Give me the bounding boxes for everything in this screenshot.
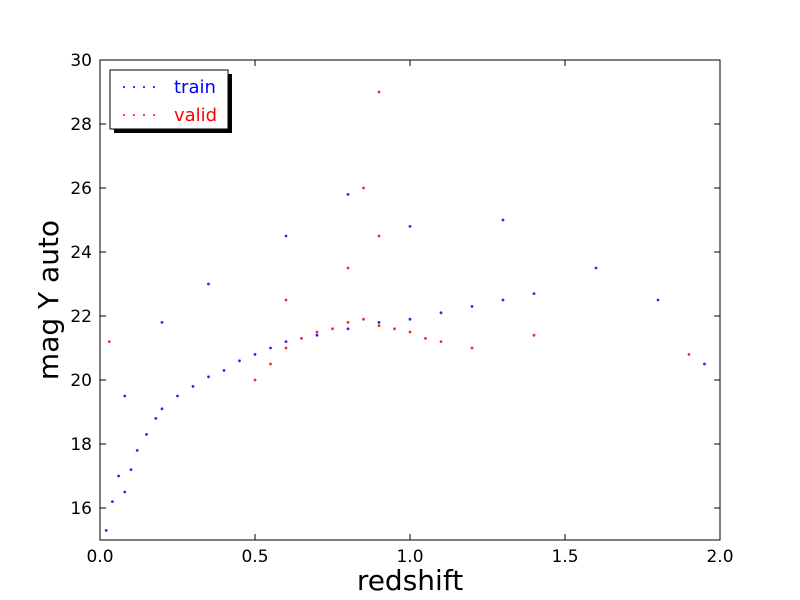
x-tick-label: 0.0 <box>86 547 113 567</box>
point-train-21 <box>439 311 443 315</box>
point-train-9 <box>176 394 179 398</box>
legend-marker-valid <box>123 114 125 116</box>
y-tick-label: 24 <box>70 243 92 263</box>
point-train-6 <box>145 433 148 436</box>
x-tick-label: 2.0 <box>706 547 733 567</box>
point-train-34 <box>703 362 706 366</box>
point-valid-9 <box>393 327 396 331</box>
point-valid-18 <box>377 90 381 94</box>
point-valid-0 <box>253 378 257 382</box>
point-valid-20 <box>532 333 536 337</box>
y-tick-label: 20 <box>70 371 92 391</box>
point-train-18 <box>346 327 350 331</box>
point-valid-2 <box>284 346 288 350</box>
point-valid-12 <box>439 340 443 343</box>
point-valid-7 <box>362 317 365 321</box>
legend-label-valid: valid <box>174 105 217 126</box>
point-train-23 <box>501 298 505 302</box>
legend-marker-train <box>133 86 135 88</box>
legend: train valid <box>109 69 232 133</box>
point-valid-5 <box>331 327 334 331</box>
y-tick-label: 16 <box>70 499 92 519</box>
point-valid-21 <box>687 353 691 356</box>
point-train-8 <box>160 407 164 411</box>
point-train-14 <box>253 353 257 356</box>
series-valid <box>107 90 691 382</box>
x-axis-title: redshift <box>357 564 463 597</box>
x-tick-label: 0.5 <box>241 547 268 567</box>
point-valid-10 <box>408 330 412 334</box>
point-train-1 <box>111 500 114 503</box>
point-train-28 <box>284 234 288 238</box>
point-valid-16 <box>377 234 381 238</box>
y-tick-label: 26 <box>70 179 92 199</box>
legend-marker-valid <box>143 114 145 116</box>
point-train-15 <box>269 346 272 350</box>
y-tick-label: 18 <box>70 435 92 455</box>
point-valid-14 <box>284 298 288 302</box>
legend-label-train: train <box>174 77 216 98</box>
points-layer <box>104 90 706 532</box>
series-train <box>104 193 706 532</box>
point-valid-15 <box>346 266 350 270</box>
point-train-17 <box>315 333 319 337</box>
point-train-29 <box>346 193 350 196</box>
point-train-13 <box>238 359 241 363</box>
point-train-24 <box>532 292 536 295</box>
point-valid-13 <box>470 346 474 350</box>
point-valid-17 <box>362 186 365 190</box>
legend-marker-train <box>153 86 155 88</box>
x-tick-label: 1.5 <box>551 547 578 567</box>
point-train-30 <box>408 225 412 228</box>
point-train-12 <box>222 369 226 372</box>
point-train-2 <box>117 474 120 478</box>
legend-marker-valid <box>153 114 155 116</box>
point-train-4 <box>129 468 133 471</box>
point-valid-1 <box>269 362 272 366</box>
point-train-19 <box>377 321 381 324</box>
point-valid-3 <box>300 337 303 340</box>
point-train-11 <box>207 375 210 379</box>
point-train-0 <box>104 529 108 532</box>
point-train-16 <box>284 340 288 343</box>
y-tick-label: 28 <box>70 115 92 135</box>
point-train-31 <box>501 218 505 222</box>
legend-marker-train <box>143 86 145 88</box>
x-tick-label: 1.0 <box>396 547 423 567</box>
point-valid-6 <box>346 321 350 324</box>
legend-items <box>123 86 155 116</box>
point-train-7 <box>154 417 158 420</box>
legend-box <box>109 69 229 130</box>
point-train-20 <box>408 317 412 321</box>
y-tick-label: 30 <box>70 51 92 71</box>
point-valid-8 <box>377 324 381 327</box>
point-valid-11 <box>424 337 427 340</box>
point-train-27 <box>207 282 210 286</box>
point-train-32 <box>594 266 598 270</box>
legend-marker-train <box>123 86 125 88</box>
y-tick-label: 22 <box>70 307 92 327</box>
point-valid-19 <box>107 340 111 343</box>
point-train-10 <box>191 385 195 388</box>
legend-marker-valid <box>133 114 135 116</box>
point-train-25 <box>123 394 127 398</box>
point-train-5 <box>135 449 139 452</box>
point-train-33 <box>656 298 660 302</box>
ticks-layer: 0.0 0.5 1.0 1.5 2.0 16 18 20 22 24 26 28 30 <box>70 51 733 567</box>
point-train-22 <box>470 305 474 308</box>
y-axis-title: mag Y auto <box>32 220 65 380</box>
point-train-3 <box>123 490 127 494</box>
point-valid-4 <box>315 330 319 334</box>
point-train-26 <box>160 321 164 324</box>
